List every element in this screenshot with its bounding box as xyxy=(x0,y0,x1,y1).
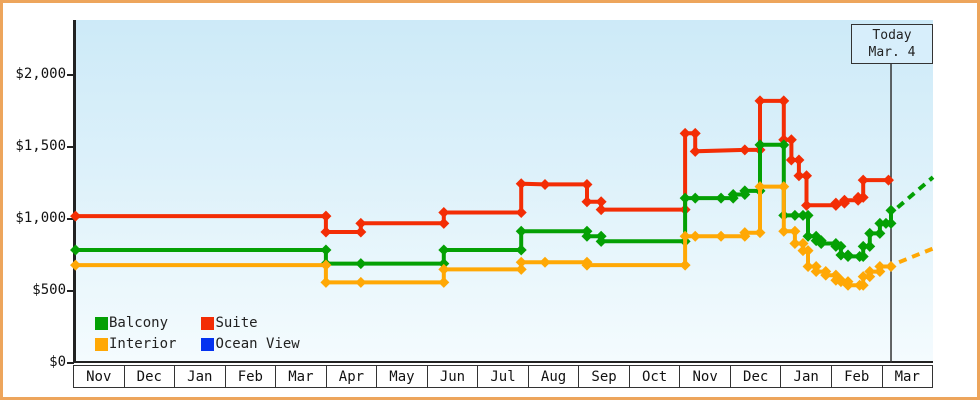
month-label: Feb xyxy=(226,366,277,387)
month-label: May xyxy=(377,366,428,387)
y-axis-tick xyxy=(67,74,74,76)
today-annotation-line2: Mar. 4 xyxy=(868,45,916,60)
legend-item-balcony: Balcony xyxy=(95,315,176,331)
today-annotation: Today Mar. 4 xyxy=(851,24,933,64)
legend-label: Balcony xyxy=(109,315,169,331)
legend-swatch-icon xyxy=(201,337,215,351)
legend-item-ocean-view: Ocean View xyxy=(201,336,300,352)
legend-label: Suite xyxy=(215,315,258,331)
y-axis-label: $1,500 xyxy=(15,138,66,154)
legend-label: Ocean View xyxy=(215,336,300,352)
month-label: Jun xyxy=(428,366,479,387)
month-label: Jan xyxy=(175,366,226,387)
plot-area xyxy=(73,20,933,363)
y-axis-tick xyxy=(67,218,74,220)
legend: Balcony Suite Interior Ocean View xyxy=(95,315,300,352)
y-axis-label: $2,000 xyxy=(15,66,66,82)
y-axis-tick xyxy=(67,362,74,364)
legend-item-interior: Interior xyxy=(95,336,176,352)
month-label: Mar xyxy=(276,366,327,387)
month-label: Dec xyxy=(731,366,782,387)
month-label: Feb xyxy=(832,366,883,387)
y-axis-tick xyxy=(67,290,74,292)
month-label: Mar xyxy=(894,368,920,385)
month-label: Apr xyxy=(327,366,378,387)
x-axis-month-row: Nov Dec Jan Feb Mar Apr May Jun Jul Aug Sep Oct Nov D… xyxy=(73,365,933,388)
y-axis-tick xyxy=(67,146,74,148)
month-label: Sep xyxy=(579,366,630,387)
month-label: Dec xyxy=(125,366,176,387)
legend-item-suite: Suite xyxy=(201,315,299,331)
month-label: Nov xyxy=(680,366,731,387)
legend-swatch-icon xyxy=(95,316,108,330)
legend-label: Interior xyxy=(109,336,177,352)
month-label: Jul xyxy=(478,366,529,387)
month-label: Jan xyxy=(781,366,832,387)
y-axis-label: $0 xyxy=(49,354,66,370)
month-label: Oct xyxy=(630,366,681,387)
legend-swatch-icon xyxy=(95,337,108,351)
y-axis-label: $1,000 xyxy=(15,210,66,226)
legend-swatch-icon xyxy=(201,316,215,330)
month-label: Aug xyxy=(529,366,580,387)
today-annotation-line1: Today xyxy=(872,28,912,43)
y-axis-label: $500 xyxy=(32,282,66,298)
month-label: Nov xyxy=(74,366,125,387)
